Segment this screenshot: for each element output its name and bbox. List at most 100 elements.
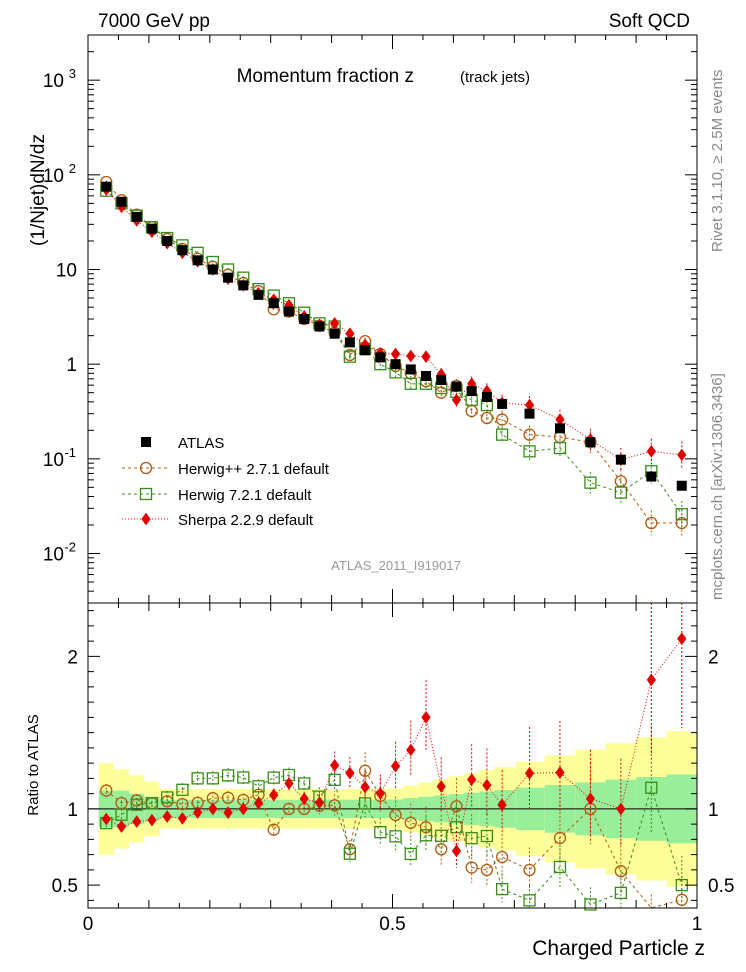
ratio-axis-title: Ratio to ATLAS <box>25 714 42 815</box>
herwig7-ratio-point <box>191 772 204 785</box>
herwig7-ratio-point <box>252 780 265 793</box>
herwigpp-ratio-point <box>221 791 235 804</box>
legend-marker-herwig7 <box>139 487 153 501</box>
ratio-plot-series <box>100 603 688 911</box>
atlas-point <box>466 386 477 397</box>
atlas-point <box>146 223 157 234</box>
sherpa-ratio-point <box>208 802 218 816</box>
sherpa-point <box>421 350 431 364</box>
sherpa-ratio-point <box>177 812 188 825</box>
ratio-tick-label: 1 <box>67 800 78 821</box>
herwig7-ratio-point <box>614 886 628 900</box>
herwig7-ratio-point <box>523 894 536 907</box>
sherpa-ratio-point <box>330 758 340 772</box>
sherpa-line <box>105 189 682 461</box>
atlas-point <box>375 352 386 363</box>
atlas-point <box>238 280 249 291</box>
sherpa-ratio-point <box>646 673 656 687</box>
herwigpp-point <box>523 428 536 441</box>
herwig7-ratio-point <box>298 777 311 790</box>
sherpa-ratio-point <box>390 759 401 773</box>
y-tick-label: 10 <box>56 261 77 282</box>
x-tick-label: 1 <box>692 914 703 935</box>
atlas-point <box>192 255 203 266</box>
atlas-point <box>207 264 218 275</box>
y-tick-label: 10 <box>43 71 64 92</box>
herwig7-ratio-point <box>495 882 509 896</box>
legend-marker-sherpa <box>141 512 151 526</box>
atlas-series <box>101 181 687 491</box>
herwigpp-ratio-point <box>404 816 417 829</box>
sherpa-ratio-point <box>101 812 111 826</box>
atlas-point <box>329 328 340 339</box>
sherpa-series <box>101 183 687 472</box>
herwig7-ratio-point <box>130 798 143 811</box>
sherpa-ratio-point <box>482 778 492 792</box>
legend-marker-herwigpp <box>139 461 153 475</box>
herwigpp-point <box>645 516 658 530</box>
herwig7-line <box>105 190 683 515</box>
y-tick-label: 1 <box>66 355 77 376</box>
sherpa-ratio-point <box>299 792 309 806</box>
legend-marker-atlas <box>141 437 151 447</box>
herwigpp-ratio-point <box>389 808 402 822</box>
herwigpp-ratio-point <box>465 861 478 874</box>
ratio-tick-label-right: 0.5 <box>708 876 734 897</box>
rivet-label: Rivet 3.1.10, ≥ 2.5M events <box>709 70 726 253</box>
atlas-point <box>585 437 596 448</box>
ratio-tick-label: 2 <box>67 647 78 668</box>
herwig7-ratio-point <box>465 832 478 845</box>
sherpa-ratio-point <box>360 780 370 794</box>
sherpa-ratio-point <box>238 802 248 816</box>
herwig7-ratio-point <box>206 772 219 785</box>
y-tick-label: 10 <box>43 450 64 471</box>
herwigpp-line <box>105 181 682 524</box>
herwig7-ratio-point <box>645 781 658 794</box>
sherpa-ratio-point <box>253 796 264 810</box>
sherpa-ratio-point <box>314 796 325 810</box>
herwigpp-ratio-point <box>267 823 280 836</box>
atlas-point <box>615 454 626 465</box>
atlas-point <box>436 375 447 386</box>
herwig7-ratio-point <box>404 847 417 861</box>
herwig7-ratio-point <box>161 791 174 804</box>
herwigpp-ratio-point <box>282 802 296 816</box>
sherpa-point <box>406 349 416 363</box>
sherpa-ratio-point <box>375 787 385 800</box>
herwigpp-point <box>480 411 494 425</box>
ratio-tick-label-right: 1 <box>708 800 719 821</box>
sherpa-point <box>330 316 340 330</box>
atlas-point <box>116 196 127 207</box>
sherpa-point <box>451 393 462 407</box>
herwigpp-ratio-point <box>523 863 536 877</box>
legend-label-herwigpp: Herwig++ 2.7.1 default <box>178 461 330 478</box>
sherpa-ratio-point <box>162 810 172 823</box>
herwig7-ratio-point <box>267 771 280 784</box>
sherpa-ratio-point <box>524 766 535 780</box>
atlas-point <box>344 337 355 348</box>
y-tick-exponent: -2 <box>64 540 76 555</box>
sherpa-ratio-point <box>223 806 233 819</box>
x-axis-title: Charged Particle z <box>532 937 705 960</box>
plot-title: Momentum fraction z <box>237 66 414 87</box>
sherpa-ratio-point <box>132 815 142 828</box>
sherpa-ratio-point <box>284 777 294 790</box>
legend-label-sherpa: Sherpa 2.2.9 default <box>178 512 314 529</box>
herwigpp-ratio-point <box>614 864 628 878</box>
sherpa-ratio-point <box>147 813 157 827</box>
herwig7-ratio-point <box>237 771 250 784</box>
sherpa-ratio-point <box>616 802 626 816</box>
atlas-point <box>646 471 657 482</box>
herwig7-ratio-point <box>145 797 159 810</box>
herwig7-point <box>404 377 417 390</box>
legend-label-data: ATLAS <box>178 435 224 452</box>
herwig7-point <box>343 350 357 363</box>
atlas-point <box>177 245 188 256</box>
y-tick-exponent: 2 <box>69 161 76 176</box>
herwigpp-ratio-point <box>328 799 341 812</box>
atlas-point <box>131 211 142 222</box>
atlas-point <box>283 306 294 317</box>
sherpa-point <box>390 347 401 361</box>
herwigpp-ratio-point <box>176 797 189 811</box>
